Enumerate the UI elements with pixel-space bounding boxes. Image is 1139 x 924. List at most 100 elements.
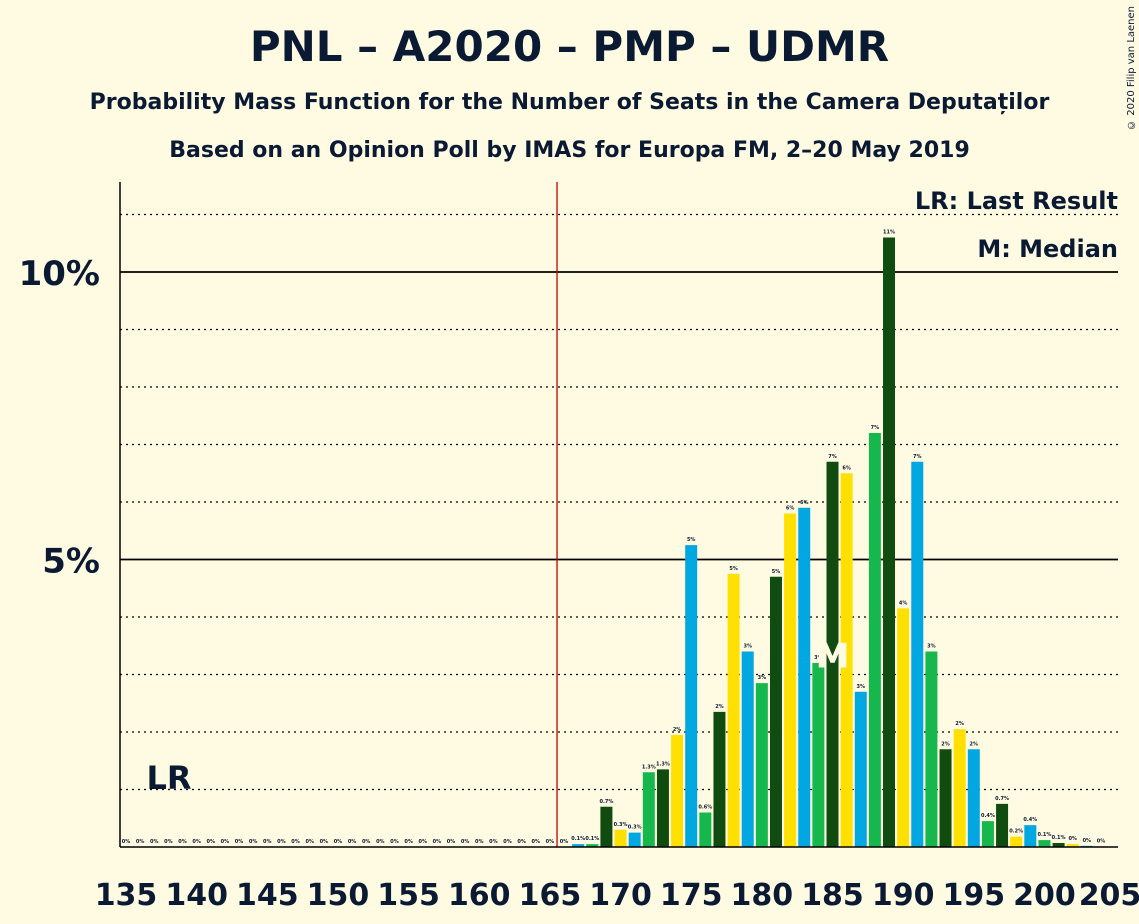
bar-label-seat-202: 0%	[1068, 836, 1077, 842]
x-tick-label: 180	[731, 878, 794, 913]
bar-label-seat-150: 0%	[334, 839, 343, 845]
bar-label-seat-199: 0.4%	[1023, 817, 1037, 823]
bar-label-seat-158: 0%	[447, 839, 456, 845]
bar-label-seat-178: 5%	[729, 566, 738, 572]
bar-label-seat-161: 0%	[489, 839, 498, 845]
bar-seat-185	[826, 461, 839, 847]
bar-label-seat-203: 0%	[1083, 838, 1092, 844]
bar-label-seat-200: 0.1%	[1038, 832, 1052, 838]
bar-label-seat-167: 0.1%	[571, 836, 585, 842]
bar-label-seat-140: 0%	[192, 839, 201, 845]
x-tick-label: 145	[236, 878, 299, 913]
gridlines	[120, 182, 1118, 847]
bar-seat-197	[996, 803, 1009, 847]
bar-label-seat-165: 0%	[546, 839, 555, 845]
bar-label-seat-147: 0%	[291, 839, 300, 845]
bar-seat-191	[911, 461, 924, 847]
bar-label-seat-144: 0%	[249, 839, 258, 845]
y-tick-label: 5%	[42, 542, 100, 582]
bar-label-seat-157: 0%	[433, 839, 442, 845]
legend-median: M: Median	[977, 235, 1118, 263]
bar-label-seat-152: 0%	[362, 839, 371, 845]
bar-seat-175	[685, 545, 698, 847]
bars-group	[572, 237, 1107, 847]
bar-seat-168	[586, 844, 599, 847]
bar-seat-171	[628, 832, 641, 847]
bar-label-seat-184: 3%	[814, 655, 823, 661]
bar-label-seat-179: 3%	[743, 644, 752, 650]
bar-label-seat-174: 2%	[673, 727, 682, 733]
bar-label-seat-139: 0%	[178, 839, 187, 845]
bar-label-seat-177: 2%	[715, 704, 724, 710]
bar-seat-189	[883, 237, 896, 847]
bar-seat-179	[741, 651, 754, 847]
bar-label-seat-204: 0%	[1097, 838, 1106, 844]
bar-seat-202	[1066, 844, 1079, 847]
bar-seat-172	[642, 772, 655, 847]
bar-label-seat-146: 0%	[277, 839, 286, 845]
bar-label-seat-176: 0.6%	[698, 805, 712, 811]
x-tick-label: 195	[942, 878, 1005, 913]
bar-label-seat-197: 0.7%	[995, 796, 1009, 802]
bar-label-seat-195: 2%	[970, 741, 979, 747]
bar-seat-194	[953, 729, 966, 847]
bar-label-seat-194: 2%	[955, 721, 964, 727]
bar-label-seat-175: 5%	[687, 537, 696, 543]
bar-label-seat-162: 0%	[503, 839, 512, 845]
x-tick-label: 160	[448, 878, 511, 913]
bar-label-seat-168: 0.1%	[585, 836, 599, 842]
x-tick-label: 155	[377, 878, 440, 913]
bar-label-seat-145: 0%	[263, 839, 272, 845]
bar-label-seat-188: 7%	[871, 425, 880, 431]
bar-label-seat-155: 0%	[404, 839, 413, 845]
bar-seat-188	[868, 433, 881, 847]
bar-seat-170	[614, 829, 627, 847]
x-tick-label: 190	[872, 878, 935, 913]
chart-subtitle: Probability Mass Function for the Number…	[89, 90, 1050, 115]
bar-label-seat-163: 0%	[517, 839, 526, 845]
y-tick-label: 10%	[19, 254, 100, 294]
x-tick-label: 175	[660, 878, 723, 913]
bar-label-seat-153: 0%	[376, 839, 385, 845]
x-tick-label: 170	[589, 878, 652, 913]
bar-label-seat-192: 3%	[927, 644, 936, 650]
x-tick-label: 185	[801, 878, 864, 913]
bar-seat-193	[939, 749, 952, 847]
bar-label-seat-187: 3%	[857, 684, 866, 690]
last-result-marker: LR	[146, 759, 191, 797]
bar-label-seat-193: 2%	[941, 741, 950, 747]
bar-seat-200	[1038, 840, 1051, 847]
x-tick-label: 205	[1079, 878, 1139, 913]
bar-label-seat-135: 0%	[122, 839, 131, 845]
bar-seat-195	[967, 749, 980, 847]
bar-label-seat-137: 0%	[150, 839, 159, 845]
bar-seat-190	[897, 608, 910, 847]
bar-label-seat-198: 0.2%	[1009, 829, 1023, 835]
bar-label-seat-171: 0.3%	[628, 825, 642, 831]
bar-seat-184	[812, 663, 825, 847]
bar-label-seat-156: 0%	[418, 839, 427, 845]
bar-seat-177	[713, 711, 726, 847]
bar-label-seat-173: 1.3%	[656, 761, 670, 767]
bar-seat-196	[981, 821, 994, 847]
bar-label-seat-143: 0%	[235, 839, 244, 845]
bar-label-seat-191: 7%	[913, 454, 922, 460]
bar-label-seat-183: 6%	[800, 500, 809, 506]
bar-label-seat-141: 0%	[207, 839, 216, 845]
x-tick-label: 150	[307, 878, 370, 913]
bar-label-seat-136: 0%	[136, 839, 145, 845]
bar-label-seat-164: 0%	[532, 839, 541, 845]
bar-seat-186	[840, 473, 853, 847]
bar-seat-167	[572, 844, 585, 847]
bar-label-seat-160: 0%	[475, 839, 484, 845]
bar-seat-199	[1024, 825, 1037, 847]
bar-seat-201	[1052, 842, 1065, 847]
bar-seat-187	[854, 691, 867, 847]
x-tick-label: 165	[519, 878, 582, 913]
bar-label-seat-142: 0%	[221, 839, 230, 845]
x-tick-label: 200	[1013, 878, 1076, 913]
bar-label-seat-159: 0%	[461, 839, 470, 845]
bar-label-seat-181: 5%	[772, 569, 781, 575]
bar-seat-180	[755, 683, 768, 847]
